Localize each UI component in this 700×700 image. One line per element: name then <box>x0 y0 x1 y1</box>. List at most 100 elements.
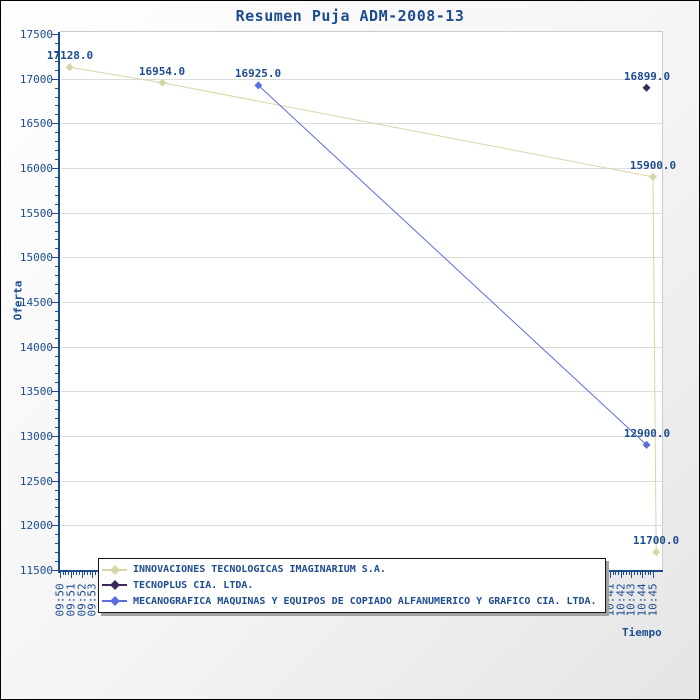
y-tick-label: 12500 <box>19 475 53 488</box>
y-minor-tick <box>55 311 58 312</box>
x-major-tick <box>621 572 622 578</box>
y-minor-tick <box>55 70 58 71</box>
x-minor-tick <box>63 572 64 575</box>
legend: INNOVACIONES TECNOLOGICAS IMAGINARIUM S.… <box>98 558 606 613</box>
plot-area <box>60 31 662 570</box>
x-minor-tick <box>645 572 646 575</box>
y-major-tick <box>52 257 58 258</box>
x-minor-tick <box>79 572 80 575</box>
y-minor-tick <box>55 266 58 267</box>
h-gridline <box>61 123 662 124</box>
y-minor-tick <box>55 472 58 473</box>
y-minor-tick <box>55 204 58 205</box>
x-major-tick <box>631 572 632 578</box>
y-minor-tick <box>55 132 58 133</box>
h-gridline <box>61 391 662 392</box>
y-minor-tick <box>55 105 58 106</box>
y-minor-tick <box>55 43 58 44</box>
x-minor-tick <box>90 572 91 575</box>
y-minor-tick <box>55 499 58 500</box>
y-major-tick <box>52 570 58 571</box>
x-minor-tick <box>95 572 96 575</box>
y-tick-label: 16500 <box>19 117 53 130</box>
y-minor-tick <box>55 248 58 249</box>
x-minor-tick <box>68 572 69 575</box>
y-tick-label: 17000 <box>19 73 53 86</box>
x-tick-label: 10:45 <box>646 583 660 617</box>
y-minor-tick <box>55 222 58 223</box>
h-gridline <box>61 436 662 437</box>
y-minor-tick <box>55 490 58 491</box>
y-minor-tick <box>55 88 58 89</box>
legend-entry: MECANOGRAFICA MAQUINAS Y EQUIPOS DE COPI… <box>102 595 603 608</box>
x-minor-tick <box>613 572 614 575</box>
x-minor-tick <box>618 572 619 575</box>
y-minor-tick <box>55 159 58 160</box>
y-minor-tick <box>55 293 58 294</box>
y-minor-tick <box>55 418 58 419</box>
y-minor-tick <box>55 320 58 321</box>
x-tick-label: 09:53 <box>85 583 99 617</box>
y-minor-tick <box>55 445 58 446</box>
y-minor-tick <box>55 534 58 535</box>
y-major-tick <box>52 436 58 437</box>
x-minor-tick <box>629 572 630 575</box>
x-minor-tick <box>626 572 627 575</box>
x-major-tick <box>60 572 61 578</box>
x-minor-tick <box>607 572 608 575</box>
h-gridline <box>61 79 662 80</box>
y-minor-tick <box>55 427 58 428</box>
h-gridline <box>61 302 662 303</box>
y-major-tick <box>52 481 58 482</box>
y-major-tick <box>52 347 58 348</box>
y-minor-tick <box>55 543 58 544</box>
x-minor-tick <box>65 572 66 575</box>
legend-diamond-marker-icon <box>102 564 127 575</box>
y-minor-tick <box>55 365 58 366</box>
y-tick-label: 13500 <box>19 385 53 398</box>
x-minor-tick <box>84 572 85 575</box>
y-minor-tick <box>55 231 58 232</box>
x-major-tick <box>71 572 72 578</box>
y-tick-label: 16000 <box>19 162 53 175</box>
y-axis-title: Oferta <box>11 280 25 321</box>
y-tick-label: 17500 <box>19 28 53 41</box>
data-point-label: 12900.0 <box>623 427 671 440</box>
y-minor-tick <box>55 114 58 115</box>
x-major-tick <box>82 572 83 578</box>
x-minor-tick <box>648 572 649 575</box>
legend-diamond-marker-icon <box>102 580 127 591</box>
y-minor-tick <box>55 177 58 178</box>
legend-label: MECANOGRAFICA MAQUINAS Y EQUIPOS DE COPI… <box>133 595 597 607</box>
y-minor-tick <box>55 61 58 62</box>
y-minor-tick <box>55 463 58 464</box>
data-point-label: 16899.0 <box>623 70 671 83</box>
plot-border-right <box>662 31 663 570</box>
y-major-tick <box>52 213 58 214</box>
x-minor-tick <box>76 572 77 575</box>
y-minor-tick <box>55 373 58 374</box>
y-minor-tick <box>55 186 58 187</box>
y-minor-tick <box>55 400 58 401</box>
y-tick-label: 15000 <box>19 251 53 264</box>
y-major-tick <box>52 79 58 80</box>
plot-border-top <box>60 31 663 32</box>
y-tick-label: 15500 <box>19 207 53 220</box>
y-minor-tick <box>55 97 58 98</box>
y-tick-label: 11500 <box>19 564 53 577</box>
y-minor-tick <box>55 150 58 151</box>
y-minor-tick <box>55 409 58 410</box>
y-minor-tick <box>55 329 58 330</box>
y-minor-tick <box>55 141 58 142</box>
y-minor-tick <box>55 382 58 383</box>
y-major-tick <box>52 123 58 124</box>
x-axis-title: Tiempo <box>622 626 662 639</box>
data-point-label: 11700.0 <box>632 534 680 547</box>
y-minor-tick <box>55 338 58 339</box>
diamond-icon <box>109 564 120 575</box>
y-minor-tick <box>55 552 58 553</box>
data-point-label: 15900.0 <box>629 159 677 172</box>
diamond-icon <box>109 580 120 591</box>
y-minor-tick <box>55 356 58 357</box>
